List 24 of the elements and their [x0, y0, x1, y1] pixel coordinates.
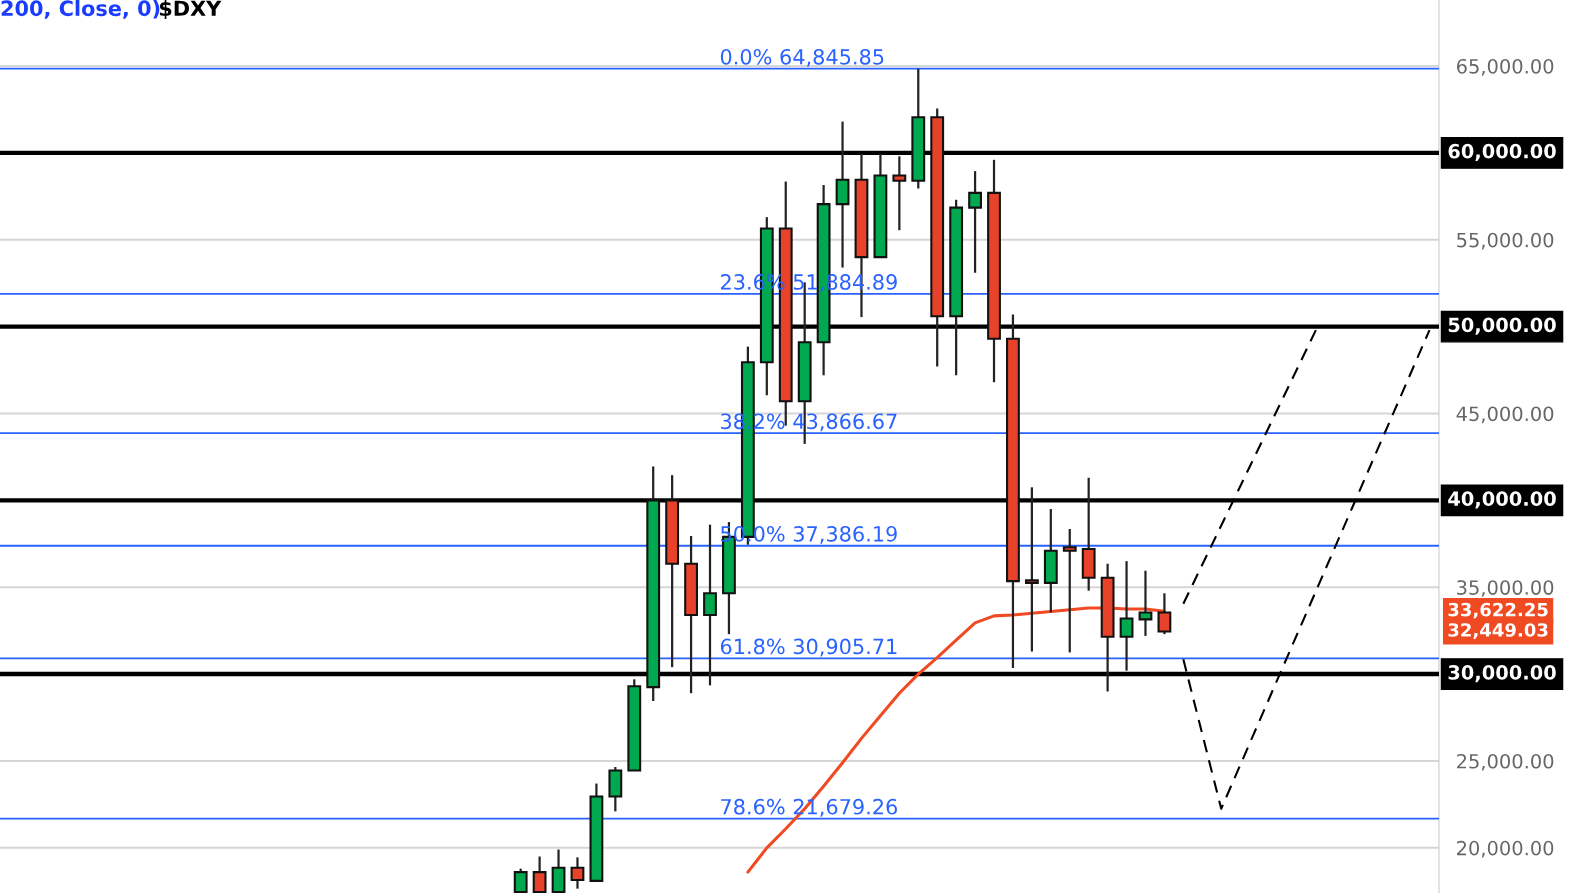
- ref-line-label: 40,000.00: [1448, 491, 1556, 509]
- candlestick: [513, 867, 528, 893]
- candlestick: [1138, 569, 1153, 637]
- candlestick: [570, 856, 585, 890]
- y-tick-label: 45,000.00: [1456, 406, 1554, 424]
- ref-line-label: 60,000.00: [1448, 143, 1556, 162]
- annotation: $DXY: [159, 0, 222, 19]
- candlestick: [532, 855, 547, 893]
- y-tick-label: 25,000.00: [1457, 753, 1554, 771]
- y-tick-label: 55,000.00: [1457, 232, 1554, 250]
- candlestick: [968, 170, 982, 274]
- ref-line-label: 61.8% 30,905.71: [720, 638, 897, 657]
- y-tick-label: 20,000.00: [1457, 840, 1554, 858]
- y-tick-label: 65,000.00: [1456, 58, 1554, 76]
- y-tick-label: 35,000.00: [1457, 580, 1554, 597]
- ref-line-label: 30,000.00: [1448, 665, 1556, 683]
- candlestick: [892, 155, 907, 232]
- annotation: 200, Close, 0): [1, 0, 160, 19]
- candlestick: [703, 523, 717, 687]
- text: 33,622.25: [1448, 602, 1548, 619]
- ref-line-label: 50,000.00: [1448, 317, 1556, 335]
- candlestick: [1119, 560, 1134, 672]
- ref-line-label: 0.0% 64,845.85: [720, 48, 884, 67]
- text: 32,449.03: [1448, 623, 1548, 640]
